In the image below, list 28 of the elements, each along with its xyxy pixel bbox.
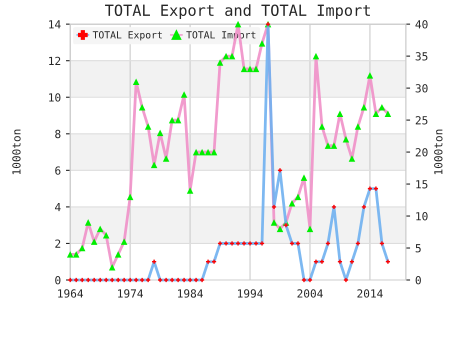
y-axis-title: 1000ton xyxy=(12,130,21,174)
y2-tick-label: 35 xyxy=(416,52,428,61)
chart-title: TOTAL Export and TOTAL Import xyxy=(105,4,370,19)
y-tick-label: 4 xyxy=(55,203,61,212)
x-tick-label: 1964 xyxy=(58,289,84,298)
x-tick-label: 1974 xyxy=(118,289,143,298)
x-tick-label: 2004 xyxy=(297,289,323,298)
x-tick-label: 2014 xyxy=(357,289,383,298)
y2-tick-label: 40 xyxy=(415,20,428,29)
legend-label: TOTAL Import xyxy=(186,31,256,40)
y2-tick-label: 15 xyxy=(416,180,428,188)
y-tick-label: 10 xyxy=(49,93,60,102)
y-tick-label: 6 xyxy=(55,166,60,175)
y2-tick-label: 25 xyxy=(416,116,428,125)
y-tick-label: 2 xyxy=(55,239,60,248)
y-tick-label: 8 xyxy=(55,130,60,138)
y-tick-label: 12 xyxy=(49,56,60,65)
y2-tick-label: 5 xyxy=(416,244,421,252)
y2-tick-label: 30 xyxy=(416,84,428,93)
x-tick-label: 1994 xyxy=(238,289,263,298)
y2-tick-label: 0 xyxy=(416,276,421,284)
x-tick-label: 1984 xyxy=(178,289,203,298)
y2-tick-label: 10 xyxy=(416,212,428,220)
y-tick-label: 0 xyxy=(55,276,60,284)
y-tick-label: 14 xyxy=(49,20,61,28)
y2-tick-label: 20 xyxy=(416,148,428,156)
y2-axis-title: 1000ton xyxy=(434,130,443,174)
legend-label: TOTAL Export xyxy=(92,31,162,40)
